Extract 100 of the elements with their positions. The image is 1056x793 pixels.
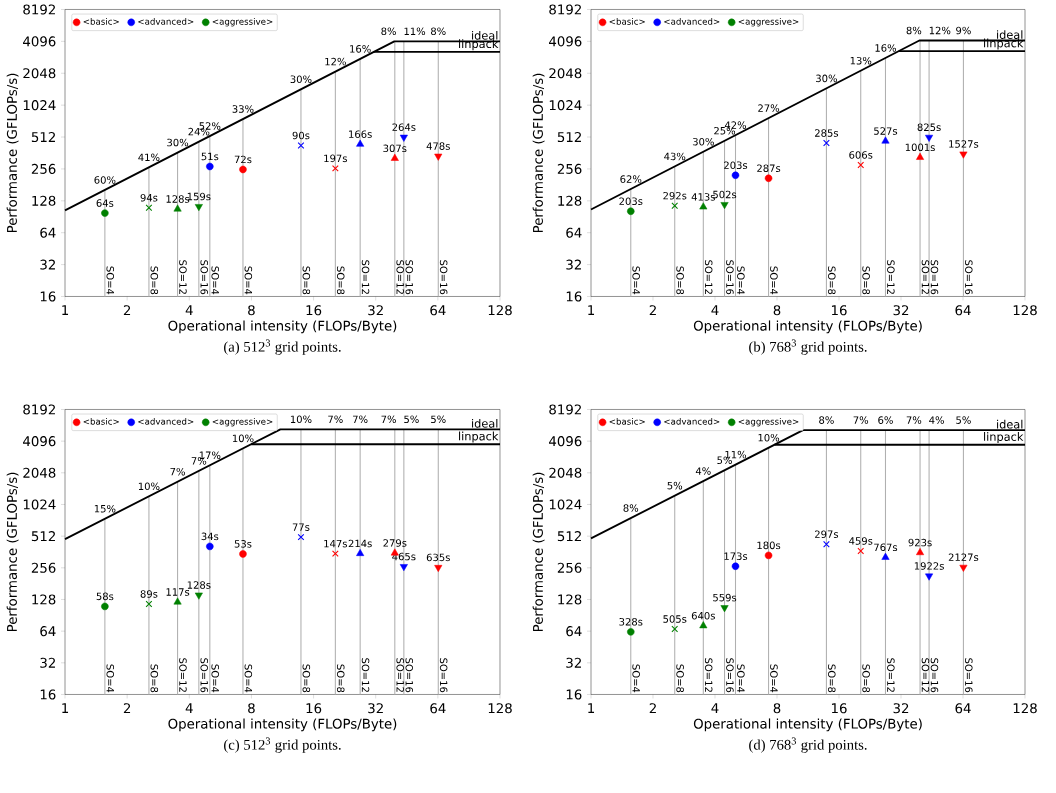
annotation: 10% — [232, 434, 254, 442]
y-tick-label: 64 — [40, 227, 56, 238]
annotation: 4% — [929, 416, 944, 424]
legend-label: <advanced> — [664, 417, 720, 425]
annotation: 8% — [906, 26, 922, 35]
x-tick-label: 16 — [831, 702, 847, 714]
annotation: 173s — [724, 552, 748, 560]
y-tick-label: 256 — [557, 163, 582, 174]
annotation: SO=12 — [179, 658, 187, 692]
x-axis-title: Operational intensity (FLOPs/Byte) — [168, 718, 397, 732]
annotation: 34s — [201, 532, 219, 540]
annotation: SO=8 — [676, 664, 684, 692]
annotation: SO=12 — [704, 260, 713, 294]
series-label: ideal — [997, 29, 1023, 39]
annotation: SO=8 — [676, 266, 684, 294]
annotation: SO=4 — [632, 664, 640, 693]
annotation: 7% — [170, 467, 185, 476]
annotation: 1527s — [949, 139, 979, 148]
annotation: 13% — [850, 56, 872, 65]
annotation: 606s — [849, 150, 873, 159]
y-tick-label: 32 — [566, 657, 581, 668]
x-tick-label: 128 — [488, 304, 512, 316]
annotation: 64s — [96, 199, 114, 207]
y-tick-label: 128 — [558, 594, 582, 605]
x-axis-title: Operational intensity (FLOPs/Byte) — [693, 718, 922, 732]
y-tick-label: 16 — [40, 689, 56, 700]
annotation: 30% — [167, 138, 189, 147]
annotation: SO=4 — [106, 266, 115, 295]
annotation: 53s — [234, 539, 252, 548]
annotation: 12% — [325, 57, 346, 66]
annotation: 413s — [691, 192, 715, 201]
annotation: SO=4 — [770, 664, 778, 693]
annotation: 279s — [383, 538, 407, 547]
legend-label: <advanced> — [138, 17, 194, 25]
x-tick-label: 1 — [588, 702, 595, 713]
y-tick-label: 8192 — [549, 4, 581, 15]
x-tick-label: 64 — [430, 304, 446, 316]
annotation: SO=12 — [887, 260, 895, 294]
annotation: 10% — [758, 433, 780, 442]
x-tick-label: 8 — [773, 304, 781, 316]
y-tick-label: 512 — [557, 131, 581, 142]
annotation: 33% — [232, 104, 254, 113]
y-tick-label: 8192 — [23, 404, 55, 415]
x-tick-label: 128 — [488, 702, 512, 714]
x-tick-label: 4 — [185, 304, 193, 315]
annotation: SO=16 — [930, 260, 939, 295]
series-label: ideal — [472, 30, 498, 40]
annotation: SO=4 — [211, 266, 219, 295]
y-tick-label: 64 — [40, 625, 56, 636]
annotation: SO=16 — [405, 260, 414, 295]
x-tick-label: 8 — [248, 702, 255, 714]
series-label: ideal — [472, 418, 498, 428]
annotation: 41% — [138, 153, 160, 161]
annotation: SO=12 — [361, 260, 370, 294]
annotation: 16% — [875, 43, 897, 52]
y-tick-label: 128 — [32, 195, 56, 206]
annotation: 60% — [94, 175, 116, 184]
annotation: 214s — [348, 539, 372, 548]
legend-label: <basic> — [83, 17, 119, 25]
annotation: 505s — [663, 614, 687, 623]
annotation: SO=8 — [336, 266, 345, 294]
annotation: 159s — [187, 192, 211, 201]
y-tick-label: 64 — [566, 625, 582, 636]
annotation: 8% — [381, 27, 396, 35]
annotation: SO=8 — [302, 664, 311, 692]
annotation: SO=4 — [244, 266, 253, 295]
annotation: 4% — [695, 467, 711, 475]
annotation: SO=8 — [828, 266, 836, 294]
y-tick-label: 2048 — [23, 467, 56, 478]
annotation: 15% — [94, 504, 116, 513]
annotation: SO=16 — [200, 658, 209, 693]
x-tick-label: 1 — [62, 702, 69, 713]
annotation: 30% — [290, 75, 312, 83]
annotation: 11% — [404, 27, 426, 35]
annotation: 5% — [404, 415, 419, 423]
x-tick-label: 64 — [955, 702, 971, 714]
annotation: SO=4 — [737, 664, 745, 693]
y-tick-label: 16 — [566, 689, 582, 700]
y-tick-label: 256 — [31, 163, 56, 174]
annotation: 10% — [138, 482, 160, 490]
series-label: ideal — [997, 419, 1023, 429]
annotation: SO=12 — [887, 658, 895, 692]
annotation: 5% — [667, 481, 683, 490]
legend-label: <aggressive> — [738, 417, 799, 427]
annotation: SO=8 — [150, 266, 159, 294]
y-axis-title: Performance (GFLOPs/s) — [6, 472, 19, 631]
annotation: SO=8 — [862, 664, 870, 692]
annotation: 7% — [328, 415, 343, 423]
annotation: 180s — [757, 541, 781, 549]
annotation: 8% — [819, 416, 834, 424]
annotation: 10% — [290, 415, 312, 423]
annotation: 117s — [166, 588, 190, 596]
x-tick-label: 2 — [123, 304, 131, 315]
annotation: SO=12 — [396, 658, 404, 692]
y-tick-label: 32 — [40, 259, 55, 270]
annotation: SO=12 — [396, 260, 404, 294]
legend-label: <advanced> — [138, 417, 194, 425]
annotation: 527s — [874, 127, 898, 135]
y-tick-label: 64 — [566, 227, 582, 238]
y-tick-label: 2048 — [549, 467, 582, 478]
